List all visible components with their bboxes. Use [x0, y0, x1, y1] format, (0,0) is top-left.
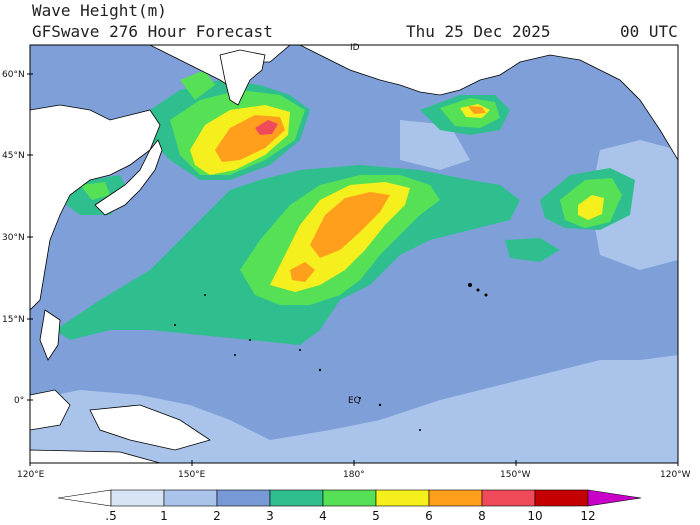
asia-coast	[30, 104, 161, 311]
colorbar-label: 6	[425, 509, 433, 523]
lon-tick-label: 120°E	[17, 470, 45, 480]
colorbar-label: 10	[527, 509, 542, 523]
lon-tick-label: 150°E	[178, 470, 206, 480]
colorbar-swatch	[216, 489, 271, 507]
map-title: Wave Height(m)	[32, 1, 167, 20]
land-masses	[30, 45, 678, 463]
colorbar-label: 12	[580, 509, 595, 523]
colorbar-label: 5	[372, 509, 380, 523]
wave-band-8-10m	[255, 120, 278, 135]
lon-tick-label: 120°W	[660, 470, 691, 480]
colorbar-swatch	[428, 489, 483, 507]
lat-tick-label: 45°N	[2, 151, 25, 161]
colorbar-label: 8	[478, 509, 486, 523]
dateline-label: ID	[350, 43, 360, 53]
lon-tick-label: 180°	[343, 470, 365, 480]
wave-band-2-3m	[150, 290, 540, 395]
colorbar-swatch	[375, 489, 430, 507]
lon-axis: 120°E 150°E 180° 150°W 120°W	[17, 460, 691, 480]
forecast-label: GFSwave 276 Hour Forecast	[32, 22, 273, 41]
north-america	[299, 45, 678, 161]
colorbar-label: .5	[105, 509, 116, 523]
colorbar-min-triangle	[57, 489, 112, 507]
colorbar-label: 3	[266, 509, 274, 523]
lon-tick-label: 150°W	[500, 470, 531, 480]
borneo	[30, 389, 71, 431]
colorbar-swatch	[269, 489, 324, 507]
equator-label: EQ	[348, 396, 361, 406]
kamchatka	[219, 49, 266, 106]
japan	[94, 139, 163, 216]
lat-tick-label: 0°	[14, 396, 24, 406]
colorbar: .5 1 2 3 4 5 6 8 10 12	[57, 489, 642, 523]
colorbar-swatch	[322, 489, 377, 507]
colorbar-label: 2	[213, 509, 221, 523]
colorbar-max-triangle	[587, 489, 642, 507]
map-area	[30, 45, 678, 463]
philippines	[39, 309, 61, 361]
colorbar-swatch	[534, 489, 589, 507]
lat-axis: 60°N 45°N 30°N 15°N 0°	[2, 70, 33, 406]
colorbar-swatch	[163, 489, 218, 507]
lat-tick-label: 60°N	[2, 70, 25, 80]
new-guinea	[89, 404, 211, 451]
colorbar-swatch	[110, 489, 165, 507]
australia	[30, 449, 161, 463]
pacific-islands	[174, 283, 488, 431]
lat-tick-label: 30°N	[2, 233, 25, 243]
forecast-time: 00 UTC	[620, 22, 678, 41]
colorbar-swatch	[481, 489, 536, 507]
colorbar-label: 4	[319, 509, 327, 523]
colorbar-label: 1	[160, 509, 168, 523]
forecast-date: Thu 25 Dec 2025	[406, 22, 551, 41]
lat-tick-label: 15°N	[2, 315, 25, 325]
